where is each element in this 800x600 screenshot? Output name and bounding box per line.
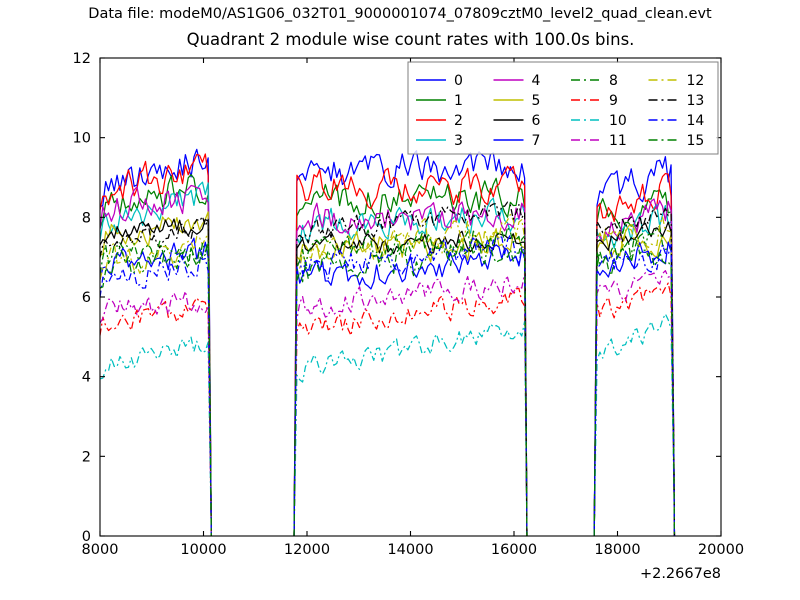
trace-series-7: [100, 237, 676, 536]
y-tick-label: 6: [82, 290, 91, 306]
x-tick-label: 14000: [387, 542, 433, 558]
x-tick-label: 18000: [594, 542, 640, 558]
trace-series-3: [100, 181, 676, 536]
legend-background: [407, 61, 719, 155]
trace-series-4: [100, 184, 676, 536]
trace-series-10: [100, 313, 676, 536]
tick-labels-layer: 8000 10000 12000 14000 16000 18000 20000 0 2 4 6 8 1…: [73, 51, 745, 582]
trace-series-14: [100, 234, 676, 536]
legend-label-7[interactable]: 7: [532, 133, 541, 149]
x-tick-label: 10000: [180, 542, 226, 558]
data-traces-layer: [100, 148, 676, 536]
x-tick-label: 16000: [491, 542, 537, 558]
trace-series-13: [100, 201, 676, 536]
legend-label-4[interactable]: 4: [532, 73, 541, 89]
legend-label-11[interactable]: 11: [609, 133, 627, 149]
legend-label-0[interactable]: 0: [454, 73, 463, 89]
page-title: Quadrant 2 module wise count rates with …: [186, 30, 635, 49]
y-tick-label: 10: [73, 131, 91, 147]
trace-series-9: [100, 282, 676, 536]
trace-series-11: [100, 269, 676, 536]
figure-suptitle: Data file: modeM0/AS1G06_032T01_90000010…: [88, 6, 712, 22]
y-tick-label: 0: [82, 529, 91, 545]
x-tick-label: 12000: [284, 542, 330, 558]
legend-label-3[interactable]: 3: [454, 133, 463, 149]
trace-series-2: [100, 153, 676, 536]
legend-label-9[interactable]: 9: [609, 93, 618, 109]
legend-label-15[interactable]: 15: [687, 133, 705, 149]
legend-label-13[interactable]: 13: [687, 93, 705, 109]
x-axis-offset-label: +2.2667e8: [640, 566, 721, 582]
legend-label-6[interactable]: 6: [532, 113, 541, 129]
y-tick-label: 8: [82, 210, 91, 226]
legend-label-10[interactable]: 10: [609, 113, 627, 129]
y-tick-label: 12: [73, 51, 91, 67]
x-tick-label: 20000: [698, 542, 744, 558]
legend-label-2[interactable]: 2: [454, 113, 463, 129]
legend-label-12[interactable]: 12: [687, 73, 705, 89]
x-tick-label: 8000: [82, 542, 119, 558]
trace-series-15: [100, 226, 676, 536]
trace-series-0: [100, 148, 676, 536]
legend-label-5[interactable]: 5: [532, 93, 541, 109]
legend-label-1[interactable]: 1: [454, 93, 463, 109]
trace-series-6: [100, 218, 676, 536]
trace-series-1: [100, 174, 676, 536]
y-tick-label: 2: [82, 449, 91, 465]
legend-label-8[interactable]: 8: [609, 73, 618, 89]
y-tick-label: 4: [82, 370, 91, 386]
trace-series-5: [100, 211, 676, 536]
trace-series-8: [100, 225, 676, 536]
legend-label-14[interactable]: 14: [687, 113, 705, 129]
